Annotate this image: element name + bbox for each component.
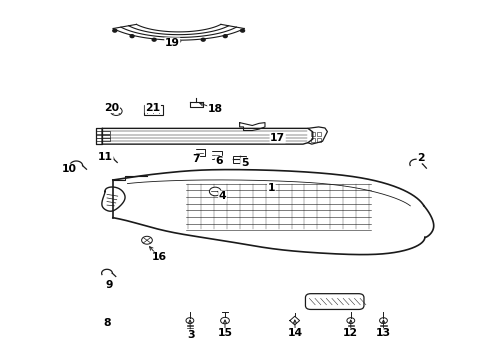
Text: 1: 1 <box>267 183 275 193</box>
Text: 21: 21 <box>145 103 160 113</box>
Text: 15: 15 <box>217 328 232 338</box>
Text: 11: 11 <box>98 152 113 162</box>
Circle shape <box>176 40 180 42</box>
Text: 9: 9 <box>105 280 112 290</box>
Text: 13: 13 <box>375 328 390 338</box>
Text: 8: 8 <box>103 319 110 328</box>
Circle shape <box>113 29 117 32</box>
Text: 18: 18 <box>207 104 223 114</box>
Circle shape <box>223 35 227 37</box>
Circle shape <box>379 318 386 323</box>
Text: 19: 19 <box>164 38 180 48</box>
Circle shape <box>220 318 229 324</box>
Text: 5: 5 <box>240 158 248 168</box>
Text: 6: 6 <box>215 156 223 166</box>
Text: 10: 10 <box>61 164 76 174</box>
Circle shape <box>130 35 134 37</box>
Text: 3: 3 <box>187 330 194 340</box>
Text: 16: 16 <box>151 252 166 262</box>
Circle shape <box>142 236 152 244</box>
Circle shape <box>110 107 122 116</box>
Circle shape <box>346 318 354 323</box>
Bar <box>310 138 315 141</box>
Text: 4: 4 <box>218 191 226 201</box>
Text: 2: 2 <box>416 153 424 163</box>
Bar <box>143 105 163 115</box>
Bar <box>316 132 321 136</box>
FancyBboxPatch shape <box>305 294 363 310</box>
Text: 20: 20 <box>104 103 119 113</box>
Bar <box>232 156 246 163</box>
Bar <box>96 138 110 141</box>
Circle shape <box>201 38 205 41</box>
Circle shape <box>185 318 193 323</box>
Bar <box>96 131 110 134</box>
Circle shape <box>240 29 244 32</box>
Circle shape <box>152 38 156 41</box>
Bar <box>310 132 315 136</box>
Bar <box>316 138 321 141</box>
Text: 14: 14 <box>287 328 303 338</box>
Bar <box>96 135 110 138</box>
Text: 7: 7 <box>191 154 199 164</box>
Circle shape <box>209 187 221 196</box>
Text: 12: 12 <box>343 328 358 338</box>
Text: 17: 17 <box>269 133 285 143</box>
